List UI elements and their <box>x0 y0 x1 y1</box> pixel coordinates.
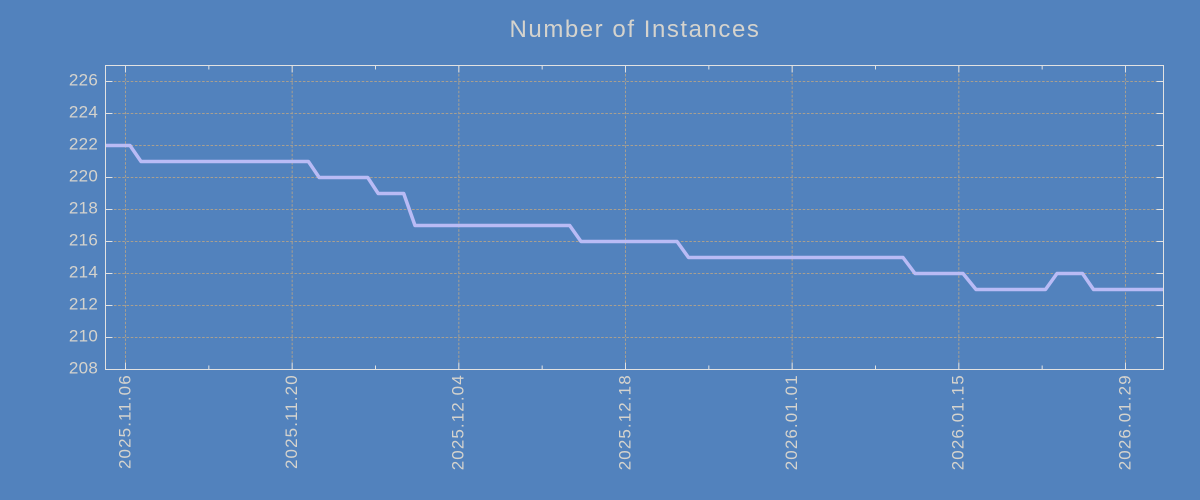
svg-text:218: 218 <box>69 199 98 218</box>
svg-text:2026.01.15: 2026.01.15 <box>949 374 968 470</box>
svg-text:212: 212 <box>69 295 98 314</box>
svg-text:2025.11.06: 2025.11.06 <box>115 374 134 469</box>
svg-text:222: 222 <box>69 135 98 154</box>
svg-text:2025.11.20: 2025.11.20 <box>282 374 301 469</box>
svg-text:2025.12.18: 2025.12.18 <box>615 374 634 470</box>
svg-text:2025.12.04: 2025.12.04 <box>449 374 468 470</box>
svg-text:224: 224 <box>69 103 98 122</box>
svg-text:226: 226 <box>69 71 98 90</box>
svg-text:210: 210 <box>69 327 98 346</box>
svg-text:2026.01.01: 2026.01.01 <box>782 374 801 470</box>
svg-text:220: 220 <box>69 167 98 186</box>
svg-text:216: 216 <box>69 231 98 250</box>
svg-text:Number of Instances: Number of Instances <box>510 16 761 43</box>
svg-text:208: 208 <box>69 359 98 378</box>
svg-text:214: 214 <box>69 263 98 282</box>
svg-text:2026.01.29: 2026.01.29 <box>1115 374 1134 470</box>
